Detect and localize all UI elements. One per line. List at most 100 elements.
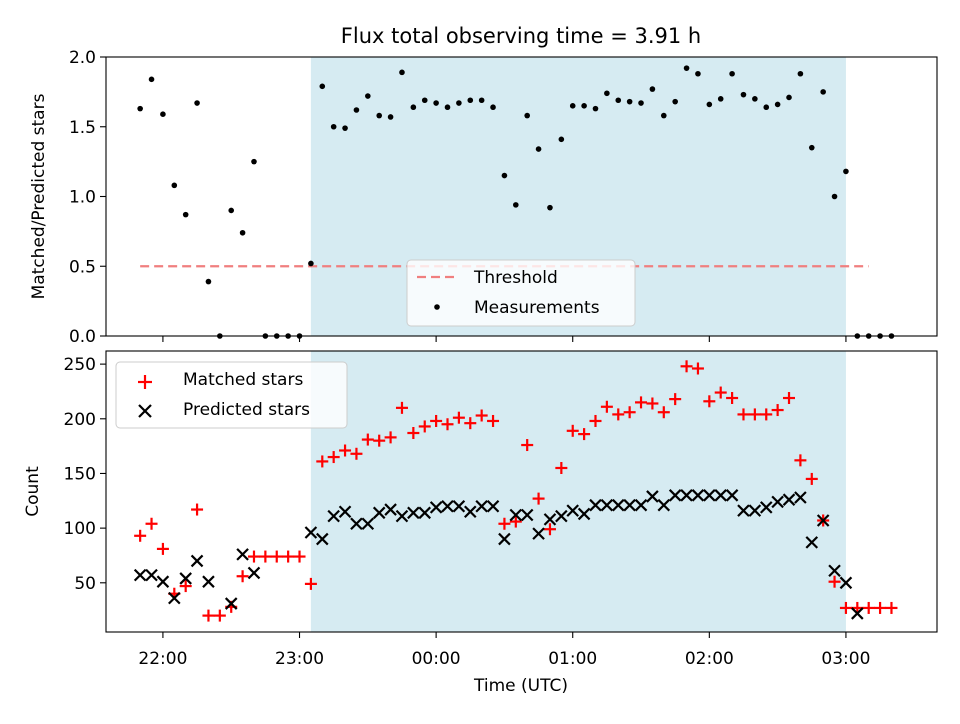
measurement-point xyxy=(831,193,838,200)
predicted-star-point xyxy=(555,509,568,523)
predicted-star-point xyxy=(714,489,727,502)
matched-star-point xyxy=(509,515,522,528)
predicted-star-point xyxy=(224,597,238,610)
matched-star-point xyxy=(714,386,727,399)
legend-measurement-label: Measurements xyxy=(474,298,600,318)
predicted-star-point xyxy=(156,575,170,588)
matched-star-point xyxy=(475,409,488,422)
predicted-star-point xyxy=(441,499,454,513)
measurement-point xyxy=(695,70,701,77)
ratio-panel: 0.00.51.01.52.0 Matched/Predicted stars … xyxy=(29,48,938,347)
measurement-point xyxy=(558,136,565,143)
predicted-star-point xyxy=(338,505,352,519)
predicted-star-point xyxy=(532,527,545,540)
predicted-star-point xyxy=(168,591,181,605)
measurement-point xyxy=(729,70,735,77)
x-axis-label: Time (UTC) xyxy=(473,676,568,696)
matched-star-point xyxy=(430,414,443,427)
matched-star-point xyxy=(635,396,648,409)
measurement-point xyxy=(228,207,235,214)
x-tick-label: 01:00 xyxy=(548,649,597,669)
predicted-star-point xyxy=(771,495,784,509)
matched-star-point xyxy=(748,408,761,421)
matched-star-point xyxy=(680,360,693,373)
count-panel-frame xyxy=(105,350,938,633)
matched-star-point xyxy=(839,601,852,614)
predicted-star-point xyxy=(611,498,625,512)
measurement-point xyxy=(649,86,656,92)
measurement-point xyxy=(569,103,576,109)
predicted-star-point xyxy=(839,576,853,590)
predicted-star-point xyxy=(486,499,500,513)
matched-star-point xyxy=(395,401,408,414)
measurement-point xyxy=(808,144,815,151)
measurement-point xyxy=(239,229,246,236)
matched-star-point xyxy=(862,601,875,614)
matched-star-point xyxy=(282,550,295,563)
matched-star-point xyxy=(213,609,226,622)
predicted-star-point xyxy=(372,506,386,520)
x-tick-label: 23:00 xyxy=(275,649,324,669)
measurement-point xyxy=(774,101,781,108)
matched-star-point xyxy=(487,414,500,427)
measurement-point xyxy=(205,278,212,285)
matched-star-point xyxy=(885,601,898,614)
legend-predicted-swatch xyxy=(138,404,152,418)
matched-star-point xyxy=(441,418,454,431)
matched-star-point xyxy=(669,393,682,406)
chart-title: Flux total observing time = 3.91 h xyxy=(341,24,701,48)
measurement-point xyxy=(410,104,417,111)
predicted-star-point xyxy=(350,517,363,531)
matched-star-point xyxy=(555,461,568,474)
matched-star-point xyxy=(316,455,329,468)
matched-star-point xyxy=(703,395,716,408)
matched-star-point xyxy=(259,550,272,563)
predicted-star-point xyxy=(737,504,750,517)
y-tick-label: 100 xyxy=(64,519,96,539)
measurement-point xyxy=(353,107,360,113)
ratio-panel-frame xyxy=(105,56,938,337)
matched-star-point xyxy=(543,523,556,536)
measurement-point xyxy=(660,112,667,119)
measurement-point xyxy=(182,211,189,218)
matched-star-point xyxy=(726,392,739,405)
measurement-point xyxy=(638,100,644,106)
predicted-star-point xyxy=(418,506,432,520)
predicted-star-point xyxy=(384,503,397,516)
matched-star-point xyxy=(134,529,147,542)
predicted-star-point xyxy=(703,489,716,502)
predicted-star-point xyxy=(748,504,762,517)
measurement-point xyxy=(148,76,155,83)
predicted-star-point xyxy=(600,498,614,512)
predicted-star-point xyxy=(145,568,158,582)
matched-star-point xyxy=(464,417,477,430)
measurement-point xyxy=(376,112,383,119)
predicted-star-point xyxy=(202,575,215,588)
matched-star-point xyxy=(179,580,192,593)
count-panel-shaded-interval xyxy=(310,351,846,632)
count-legend-box xyxy=(115,361,348,429)
measurement-point xyxy=(444,104,451,111)
predicted-star-point xyxy=(475,499,488,513)
predicted-star-point xyxy=(634,498,648,512)
predicted-star-point xyxy=(452,499,466,513)
predicted-star-point xyxy=(725,489,739,502)
measurement-point xyxy=(319,83,326,90)
measurement-point xyxy=(490,104,496,111)
measurement-point xyxy=(581,103,587,109)
predicted-star-point xyxy=(498,532,511,546)
predicted-star-point xyxy=(429,501,443,514)
predicted-star-point xyxy=(759,501,773,514)
measurement-point xyxy=(160,111,166,117)
predicted-star-point xyxy=(361,517,375,531)
measurement-point xyxy=(342,125,348,131)
measurement-point xyxy=(820,89,826,95)
y-tick-label: 200 xyxy=(64,410,96,430)
measurement-point xyxy=(683,65,690,71)
measurement-point xyxy=(615,97,622,104)
matched-star-point xyxy=(339,444,352,457)
measurement-point xyxy=(706,101,713,108)
matched-star-point xyxy=(293,550,306,563)
measurement-point xyxy=(797,70,804,77)
